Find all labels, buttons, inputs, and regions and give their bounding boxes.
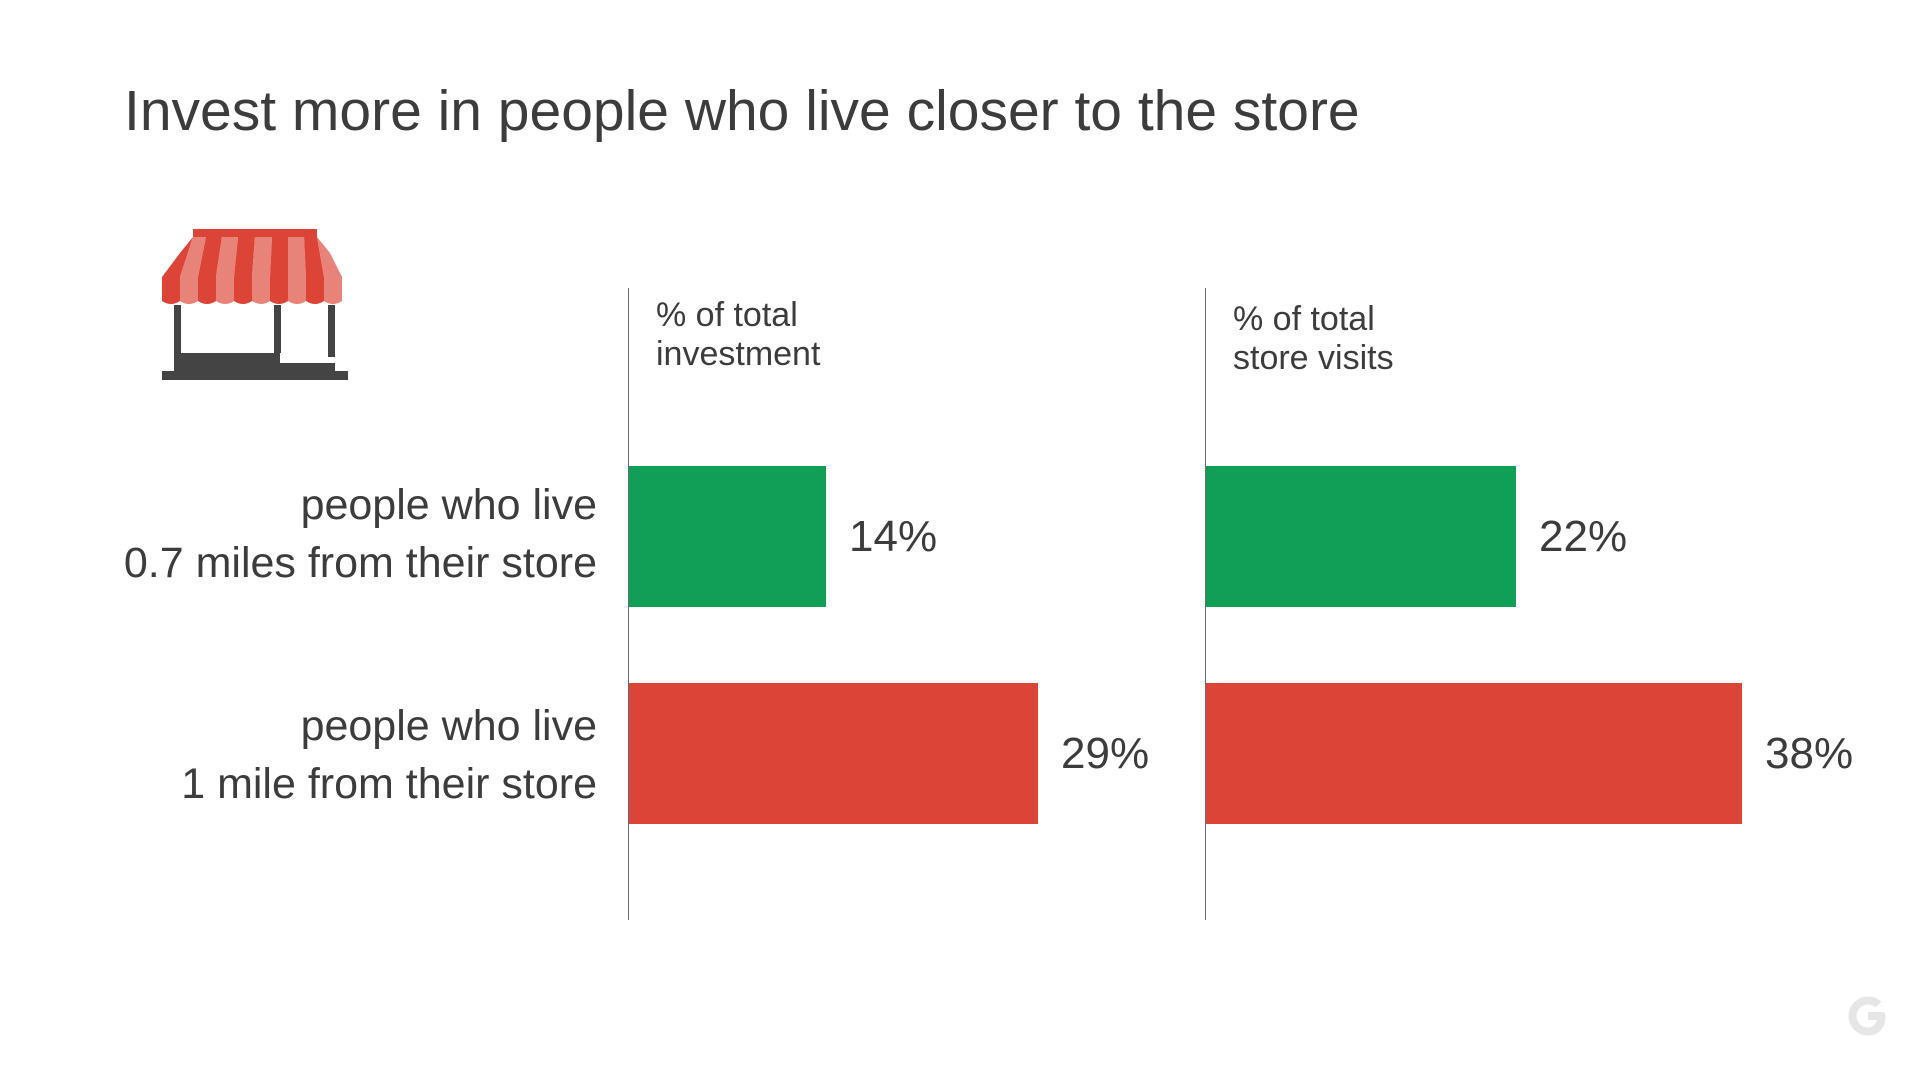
row-label-line: people who live bbox=[300, 702, 597, 750]
row-label-1-mile: people who live 1 mile from their store bbox=[181, 697, 597, 813]
panel-header-line: store visits bbox=[1233, 339, 1394, 377]
row-label-line: 0.7 miles from their store bbox=[123, 539, 597, 587]
storefront-icon bbox=[162, 229, 348, 380]
investment-panel: % of total investment 14% 29% bbox=[628, 288, 1188, 920]
row-label-line: people who live bbox=[300, 481, 597, 529]
bar-value-label: 14% bbox=[849, 511, 938, 561]
row-label-line: 1 mile from their store bbox=[181, 760, 597, 808]
page-title: Invest more in people who live closer to… bbox=[124, 79, 1360, 143]
bar-investment-1 bbox=[629, 683, 1038, 824]
row-label-0-7-miles: people who live 0.7 miles from their sto… bbox=[124, 476, 597, 592]
google-g-logo bbox=[1848, 996, 1886, 1036]
panel-header: % of total store visits bbox=[1233, 300, 1394, 378]
bar-store-visits-1 bbox=[1206, 683, 1742, 824]
store-visits-panel: % of total store visits 22% 38% bbox=[1205, 288, 1853, 920]
bar-value-label: 22% bbox=[1539, 511, 1628, 561]
bar-value-label: 29% bbox=[1061, 728, 1150, 778]
axis-line bbox=[1205, 288, 1206, 920]
bar-value-label: 38% bbox=[1765, 728, 1854, 778]
panel-header-line: investment bbox=[656, 335, 821, 373]
axis-line bbox=[628, 288, 629, 920]
bar-investment-0 bbox=[629, 466, 826, 607]
panel-header-line: % of total bbox=[1233, 300, 1375, 338]
panel-header-line: % of total bbox=[656, 296, 798, 334]
bar-store-visits-0 bbox=[1206, 466, 1516, 607]
panel-header: % of total investment bbox=[656, 296, 820, 374]
